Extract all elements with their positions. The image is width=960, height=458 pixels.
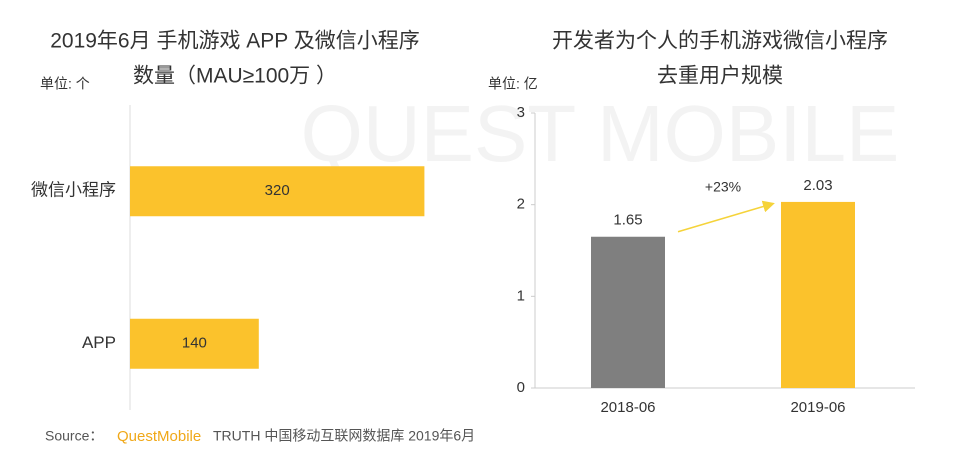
annotation: +23% bbox=[705, 179, 741, 195]
source-label: Source： bbox=[45, 428, 103, 444]
bar bbox=[130, 318, 259, 369]
unit-label: 单位: 个 bbox=[40, 76, 90, 92]
y-tick-label: 2 bbox=[517, 196, 525, 213]
chart-title: 开发者为个人的手机游戏微信小程序 bbox=[552, 30, 888, 53]
bar bbox=[591, 236, 665, 388]
chart-title: 2019年6月 手机游戏 APP 及微信小程序 bbox=[50, 30, 420, 53]
value-label: 140 bbox=[182, 335, 207, 352]
value-label: 1.65 bbox=[613, 212, 642, 229]
value-label: 320 bbox=[265, 182, 290, 199]
chart-title: 数量（MAU≥100万 ） bbox=[133, 65, 337, 88]
source-text: TRUTH 中国移动互联网数据库 2019年6月 bbox=[213, 428, 475, 444]
x-tick-label: 2018-06 bbox=[600, 399, 655, 416]
y-tick-label: 3 bbox=[517, 104, 525, 121]
growth-arrow bbox=[677, 200, 775, 233]
value-label: 2.03 bbox=[803, 177, 832, 194]
watermark: QUEST MOBILE bbox=[301, 89, 900, 178]
y-tick-label: APP bbox=[82, 333, 116, 352]
bar bbox=[130, 166, 425, 217]
unit-label: 单位: 亿 bbox=[488, 76, 538, 92]
chart-title: 去重用户规模 bbox=[657, 65, 783, 88]
y-tick-label: 1 bbox=[517, 287, 525, 304]
y-tick-label: 微信小程序 bbox=[31, 181, 116, 200]
source-brand: QuestMobile bbox=[117, 428, 201, 445]
x-tick-label: 2019-06 bbox=[790, 399, 845, 416]
y-tick-label: 0 bbox=[517, 379, 525, 396]
bar bbox=[781, 201, 855, 388]
